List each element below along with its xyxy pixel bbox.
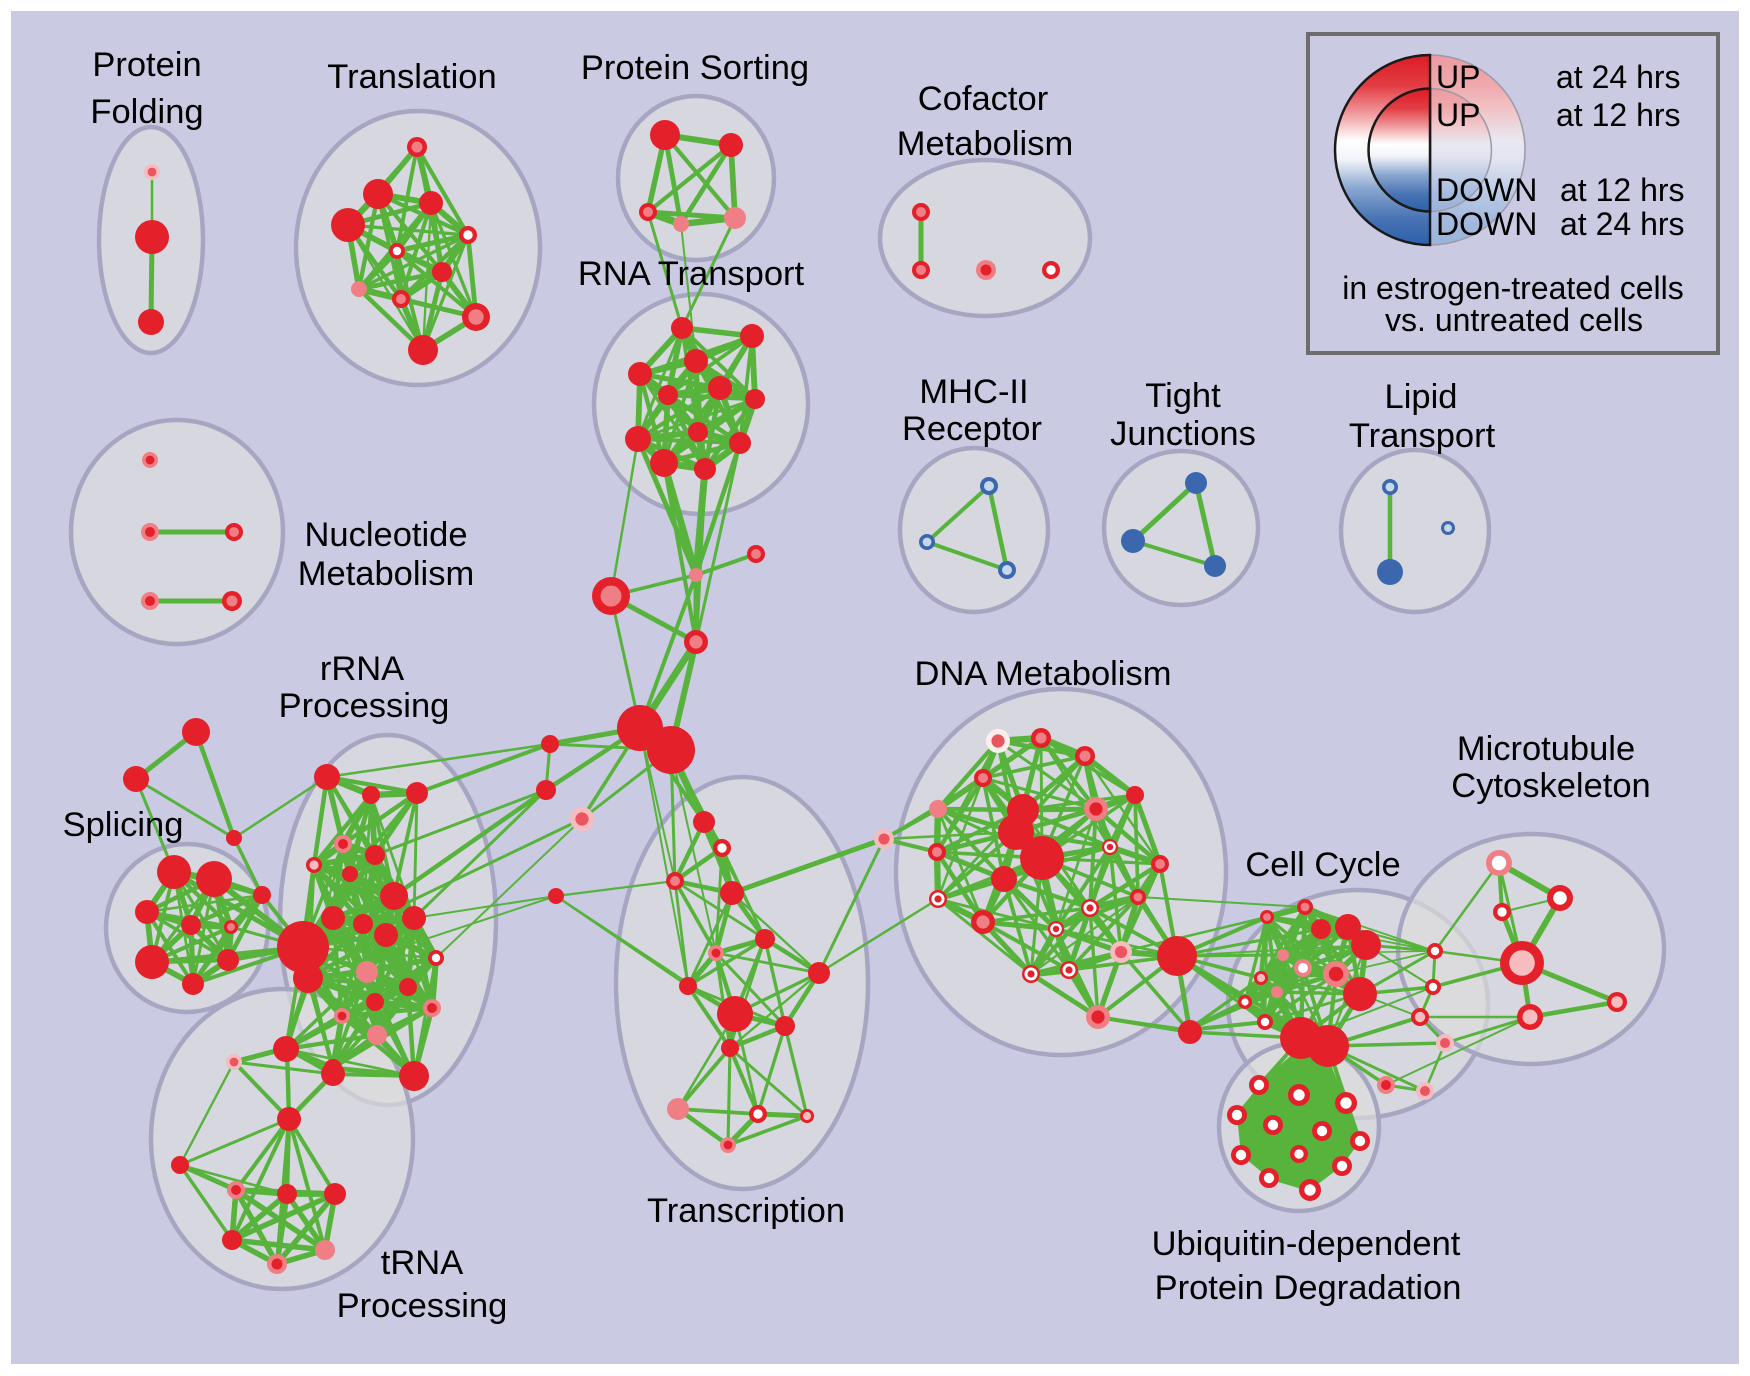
svg-text:at 24 hrs: at 24 hrs [1560,206,1685,242]
svg-text:Protein Degradation: Protein Degradation [1155,1269,1462,1307]
svg-text:Processing: Processing [337,1287,508,1325]
svg-text:Ubiquitin-dependent: Ubiquitin-dependent [1152,1225,1461,1263]
svg-text:Metabolism: Metabolism [897,125,1073,163]
svg-text:Metabolism: Metabolism [298,555,474,593]
svg-text:vs. untreated cells: vs. untreated cells [1385,302,1643,338]
svg-text:Translation: Translation [327,58,496,96]
svg-text:Cell Cycle: Cell Cycle [1245,846,1400,884]
svg-text:DOWN: DOWN [1436,206,1537,242]
svg-text:Cofactor: Cofactor [918,80,1048,118]
svg-text:Lipid: Lipid [1385,378,1458,416]
svg-text:Splicing: Splicing [63,806,184,844]
svg-text:DOWN: DOWN [1436,172,1537,208]
svg-text:Processing: Processing [279,687,450,725]
svg-text:RNA Transport: RNA Transport [578,255,805,293]
svg-text:Transcription: Transcription [647,1192,845,1230]
svg-text:MHC-II: MHC-II [919,373,1028,411]
svg-text:at 12 hrs: at 12 hrs [1560,172,1685,208]
svg-text:Tight: Tight [1145,377,1221,415]
svg-text:DNA Metabolism: DNA Metabolism [915,655,1172,693]
svg-text:UP: UP [1436,97,1480,133]
svg-text:Receptor: Receptor [902,410,1042,448]
svg-text:Protein Sorting: Protein Sorting [581,49,809,87]
svg-text:in estrogen-treated cells: in estrogen-treated cells [1342,270,1684,306]
svg-text:Nucleotide: Nucleotide [304,516,467,554]
svg-text:UP: UP [1436,59,1480,95]
svg-text:Folding: Folding [90,93,203,131]
svg-text:Cytoskeleton: Cytoskeleton [1451,767,1650,805]
svg-text:at 24 hrs: at 24 hrs [1556,59,1681,95]
svg-text:Junctions: Junctions [1110,415,1256,453]
svg-text:Transport: Transport [1349,417,1496,455]
svg-text:Protein: Protein [92,46,201,84]
svg-text:rRNA: rRNA [320,650,404,688]
svg-text:Microtubule: Microtubule [1457,730,1635,768]
svg-text:at 12 hrs: at 12 hrs [1556,97,1681,133]
svg-text:tRNA: tRNA [381,1244,463,1282]
